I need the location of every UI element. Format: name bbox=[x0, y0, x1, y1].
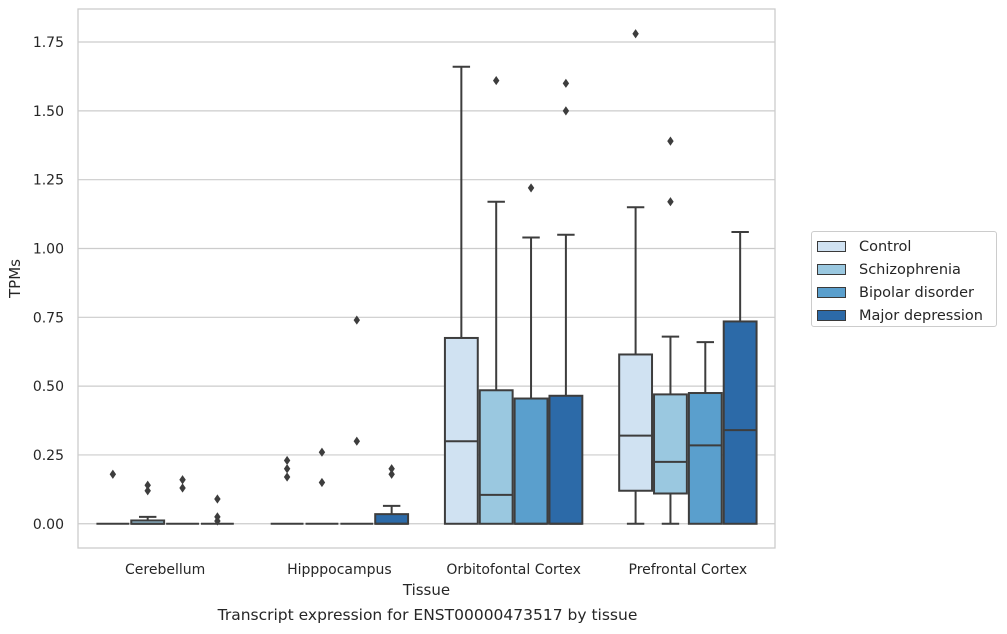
outlier-point bbox=[109, 469, 117, 479]
outlier-point bbox=[632, 29, 639, 39]
outlier-point bbox=[144, 486, 151, 496]
y-tick-label: 1.75 bbox=[33, 35, 64, 51]
outlier-point bbox=[318, 447, 326, 457]
x-tick-label: Orbitofontal Cortex bbox=[446, 562, 581, 578]
outlier-point bbox=[214, 512, 221, 522]
outlier-point bbox=[562, 78, 570, 88]
box-schizophrenia bbox=[478, 75, 514, 525]
box-iqr bbox=[478, 389, 514, 525]
outlier-point bbox=[144, 480, 151, 490]
outlier-point bbox=[353, 315, 361, 325]
box-series bbox=[96, 29, 758, 526]
outlier-point bbox=[492, 75, 500, 86]
y-axis-label: TPMs bbox=[6, 259, 24, 299]
box-bipolar-disorder bbox=[166, 475, 199, 525]
box-control bbox=[270, 455, 304, 525]
box-iqr bbox=[722, 320, 758, 525]
box-iqr bbox=[548, 394, 584, 525]
x-tick-label: Prefrontal Cortex bbox=[629, 562, 748, 578]
legend-label: Major depression bbox=[859, 307, 983, 324]
y-tick-labels: 0.00 0.25 0.50 0.75 1.00 1.25 1.50 1.75 bbox=[33, 35, 64, 533]
y-tick-label: 1.50 bbox=[33, 104, 64, 120]
box-iqr bbox=[618, 353, 654, 492]
outlier-point bbox=[283, 464, 291, 474]
x-tick-labels: Cerebellum Hipppocampus Orbitofontal Corte… bbox=[125, 562, 747, 578]
box-bipolar-disorder bbox=[513, 183, 549, 525]
y-tick-label: 1.25 bbox=[33, 173, 64, 189]
legend-swatch bbox=[817, 264, 846, 275]
legend-label: Control bbox=[859, 238, 912, 255]
outlier-point bbox=[283, 455, 291, 466]
box-control bbox=[443, 65, 479, 525]
y-tick-label: 0.75 bbox=[33, 310, 64, 326]
x-tick-label: Hipppocampus bbox=[287, 562, 392, 578]
y-tick-label: 0.50 bbox=[33, 379, 64, 395]
y-tick-label: 0.25 bbox=[33, 448, 64, 464]
x-axis-label: Tissue bbox=[402, 581, 450, 599]
outlier-point bbox=[318, 477, 326, 488]
box-major-depression bbox=[722, 230, 758, 525]
box-bipolar-disorder bbox=[687, 341, 723, 525]
outlier-point bbox=[353, 436, 361, 446]
box-schizophrenia bbox=[305, 447, 339, 525]
outlier-point bbox=[388, 464, 395, 474]
chart-caption: Transcript expression for ENST0000047351… bbox=[217, 606, 638, 624]
legend-item: Schizophrenia bbox=[817, 258, 996, 281]
box-schizophrenia bbox=[130, 480, 166, 525]
box-schizophrenia bbox=[653, 136, 688, 525]
legend-swatch bbox=[817, 287, 846, 298]
outlier-point bbox=[179, 483, 186, 493]
legend-swatch bbox=[817, 241, 846, 252]
box-iqr bbox=[653, 393, 688, 495]
outlier-point bbox=[562, 106, 570, 116]
box-iqr bbox=[687, 392, 723, 525]
box-iqr bbox=[443, 336, 479, 525]
y-tick-label: 1.00 bbox=[33, 241, 64, 257]
plot-frame bbox=[77, 8, 776, 549]
box-major-depression bbox=[374, 464, 410, 525]
box-control bbox=[618, 29, 654, 525]
box-iqr bbox=[374, 513, 410, 525]
outlier-point bbox=[283, 472, 291, 482]
legend-item: Bipolar disorder bbox=[817, 281, 996, 304]
x-tick-label: Cerebellum bbox=[125, 562, 205, 578]
legend-label: Schizophrenia bbox=[859, 261, 961, 278]
box-major-depression bbox=[200, 494, 234, 526]
outlier-point bbox=[527, 183, 535, 193]
outlier-point bbox=[388, 469, 395, 479]
y-tick-label: 0.00 bbox=[33, 517, 64, 533]
box-control bbox=[96, 469, 130, 525]
outlier-point bbox=[214, 494, 221, 504]
box-bipolar-disorder bbox=[340, 315, 374, 525]
outlier-point bbox=[667, 197, 674, 207]
outlier-point bbox=[667, 136, 674, 146]
grid-lines bbox=[78, 41, 775, 525]
legend-label: Bipolar disorder bbox=[859, 284, 974, 301]
legend-swatch bbox=[817, 310, 846, 321]
box-major-depression bbox=[548, 78, 584, 525]
legend-item: Major depression bbox=[817, 304, 996, 327]
box-iqr bbox=[513, 397, 549, 525]
outlier-point bbox=[179, 475, 186, 485]
legend: Control Schizophrenia Bipolar disorder M… bbox=[811, 231, 997, 327]
legend-item: Control bbox=[817, 235, 996, 258]
